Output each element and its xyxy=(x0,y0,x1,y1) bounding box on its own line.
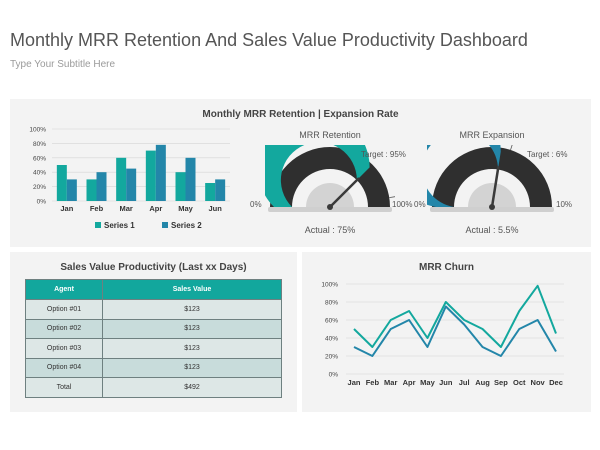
bar-series-1 xyxy=(205,183,216,201)
sales-productivity-panel: Sales Value Productivity (Last xx Days) … xyxy=(10,252,297,412)
retention-expansion-panel: Monthly MRR Retention | Expansion Rate 0… xyxy=(10,99,591,247)
bar-series-2 xyxy=(155,144,166,201)
gauge-retention-max: 100% xyxy=(392,200,413,209)
bar-series-2 xyxy=(66,179,77,201)
column-header-agent: Agent xyxy=(25,279,103,300)
column-header-sales-value: Sales Value xyxy=(102,279,282,300)
gauge-retention-title: MRR Retention xyxy=(299,130,361,140)
page-title: Monthly MRR Retention And Sales Value Pr… xyxy=(10,30,528,50)
bar-x-tick-label: Apr xyxy=(149,204,162,213)
sales-table: Agent Sales Value Option #01 $123 Option… xyxy=(25,279,282,398)
retention-expansion-heading: Monthly MRR Retention | Expansion Rate xyxy=(202,109,399,120)
line-x-tick-label: Mar xyxy=(384,378,397,387)
gauge-core xyxy=(468,183,516,207)
line-x-tick-label: Oct xyxy=(513,378,526,387)
bar-x-tick-label: Feb xyxy=(90,204,104,213)
line-y-tick-label: 80% xyxy=(325,300,338,307)
gauge-needle-hub xyxy=(327,204,333,210)
line-y-tick-label: 20% xyxy=(325,354,338,361)
bar-x-tick-label: Mar xyxy=(119,204,132,213)
sales-value-cell: $123 xyxy=(102,299,282,320)
gauge-expansion-actual: Actual : 5.5% xyxy=(465,225,519,235)
agent-cell: Option #02 xyxy=(25,318,103,339)
bar-series-1 xyxy=(145,150,156,201)
gauge-expansion-target: Target : 6% xyxy=(527,150,568,159)
page-subtitle: Type Your Subtitle Here xyxy=(10,59,116,70)
line-x-tick-label: Nov xyxy=(531,378,546,387)
gauge-expansion-title: MRR Expansion xyxy=(459,130,525,140)
bar-y-tick-label: 80% xyxy=(33,141,46,148)
line-x-tick-label: Jan xyxy=(348,378,361,387)
agent-cell: Option #04 xyxy=(25,357,103,378)
mrr-churn-heading: MRR Churn xyxy=(419,262,474,273)
gauge-expansion xyxy=(427,145,554,212)
bar-series-2 xyxy=(215,179,226,201)
line-y-tick-label: 60% xyxy=(325,318,338,325)
sales-value-cell: $123 xyxy=(102,357,282,378)
bar-series-1 xyxy=(175,172,186,201)
table-total-row: Total $492 xyxy=(25,377,282,398)
sales-value-cell: $123 xyxy=(102,338,282,359)
sales-value-cell: $123 xyxy=(102,318,282,339)
line-x-tick-label: Sep xyxy=(494,378,508,387)
gauge-retention-actual: Actual : 75% xyxy=(304,225,356,235)
gauge-target-marker xyxy=(510,145,513,151)
total-value-cell: $492 xyxy=(102,377,282,398)
bar-series-2 xyxy=(96,172,107,201)
bar-x-tick-label: Jun xyxy=(208,204,222,213)
line-y-tick-label: 40% xyxy=(325,336,338,343)
table-row: Option #03 $123 xyxy=(25,338,282,359)
table-row: Option #04 $123 xyxy=(25,357,282,378)
mrr-churn-panel: MRR Churn 0% 20% 40% 60% 80% 100% Jan Feb Mar Apr… xyxy=(302,252,591,412)
gauge-needle-hub xyxy=(489,204,495,210)
gauge-needle xyxy=(490,166,500,209)
bar-y-tick-label: 20% xyxy=(33,184,46,191)
gauge-expansion-min: 0% xyxy=(414,200,426,209)
line-x-tick-label: Feb xyxy=(366,378,380,387)
bar-x-tick-label: May xyxy=(178,204,193,213)
agent-cell: Option #03 xyxy=(25,338,103,359)
line-x-tick-label: Jun xyxy=(439,378,453,387)
bar-y-tick-label: 100% xyxy=(29,127,46,134)
bar-x-tick-label: Jan xyxy=(60,204,73,213)
bar-series-2 xyxy=(185,157,196,201)
line-x-tick-label: May xyxy=(420,378,435,387)
line-x-tick-label: Aug xyxy=(475,378,490,387)
bar-series-1 xyxy=(116,157,127,201)
table-header-row: Agent Sales Value xyxy=(25,279,282,300)
bar-series-1 xyxy=(56,165,67,201)
line-x-tick-label: Dec xyxy=(549,378,563,387)
gauge-retention-target: Target : 95% xyxy=(361,150,406,159)
bar-y-tick-label: 0% xyxy=(37,199,47,206)
agent-cell: Option #01 xyxy=(25,299,103,320)
gauge-target-marker xyxy=(389,196,395,199)
sales-productivity-heading: Sales Value Productivity (Last xx Days) xyxy=(60,262,247,273)
line-y-tick-label: 0% xyxy=(329,372,339,379)
gauge-value-arc xyxy=(427,145,501,207)
churn-series-line-1 xyxy=(353,284,557,348)
table-row: Option #01 $123 xyxy=(25,299,282,320)
line-x-tick-label: Apr xyxy=(403,378,416,387)
legend-swatch xyxy=(95,222,101,228)
legend-swatch xyxy=(162,222,168,228)
gauge-retention xyxy=(265,145,395,212)
mrr-churn-line-chart: 0% 20% 40% 60% 80% 100% Jan Feb Mar Apr May Jun Jul A… xyxy=(321,282,564,387)
total-label-cell: Total xyxy=(25,377,103,398)
table-row: Option #02 $123 xyxy=(25,318,282,339)
monthly-bar-chart: 0% 20% 40% 60% 80% 100% Jan Feb Mar Apr May Jun Seri… xyxy=(29,127,230,230)
churn-series-line-2 xyxy=(353,305,557,357)
gauge-core xyxy=(306,183,354,207)
gauge-expansion-max: 10% xyxy=(556,200,573,209)
line-y-tick-label: 100% xyxy=(321,282,338,289)
bar-y-tick-label: 40% xyxy=(33,170,46,177)
line-x-tick-label: Jul xyxy=(459,378,470,387)
gauge-retention-min: 0% xyxy=(250,200,262,209)
legend-label: Series 2 xyxy=(171,221,202,230)
bar-series-2 xyxy=(126,168,137,201)
bar-y-tick-label: 60% xyxy=(33,155,46,162)
legend-label: Series 1 xyxy=(104,221,135,230)
gauge-needle xyxy=(328,177,360,209)
bar-series-1 xyxy=(86,179,97,201)
gauge-value-arc xyxy=(265,145,370,207)
